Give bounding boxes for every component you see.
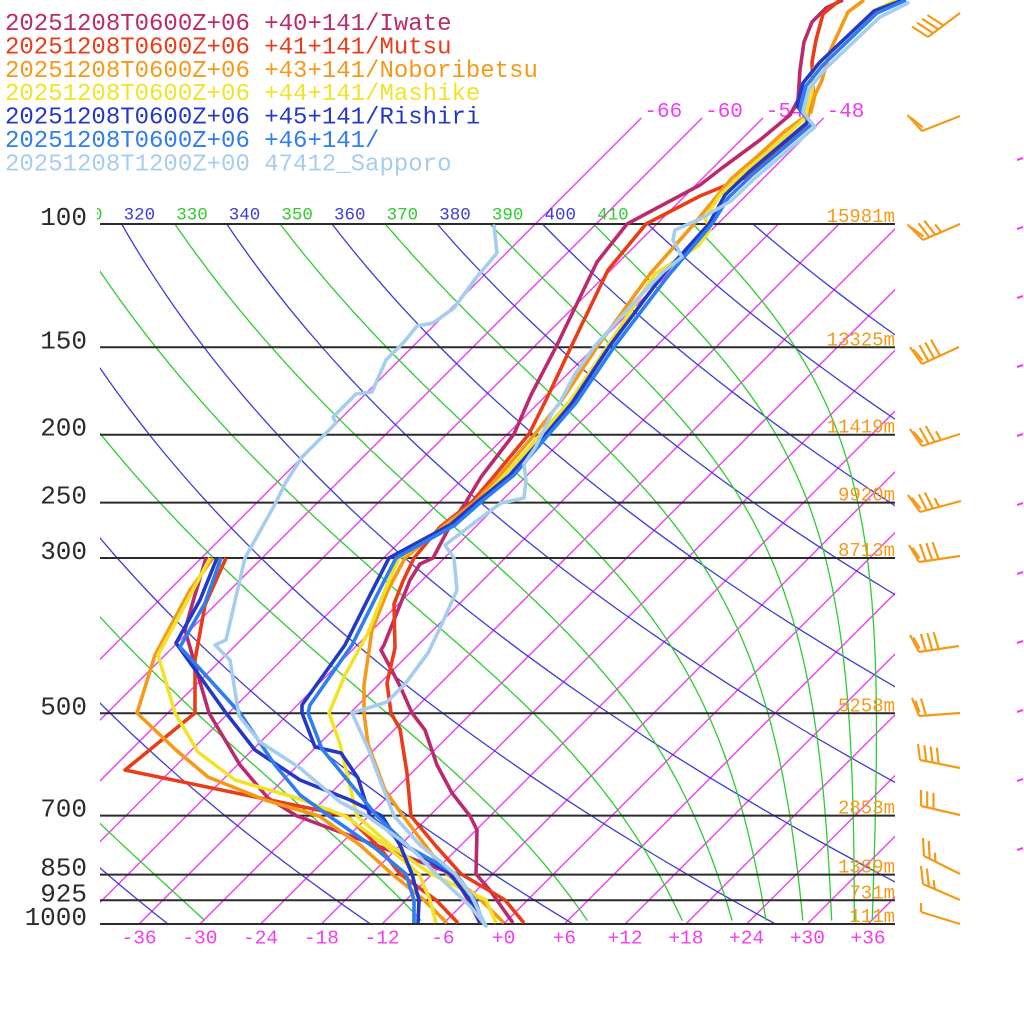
svg-text:-60: -60 [705,101,743,124]
svg-text:20251208T0600Z+06 +40+141/Iwat: 20251208T0600Z+06 +40+141/Iwate [5,11,451,38]
svg-text:20251208T1200Z+00 47412_Sappor: 20251208T1200Z+00 47412_Sapporo [5,151,451,178]
svg-text:925: 925 [40,879,87,909]
svg-text:1389m: 1389m [838,857,895,879]
svg-text:340: 340 [229,206,261,226]
svg-text:20251208T0600Z+06 +43+141/Nobo: 20251208T0600Z+06 +43+141/Noboribetsu [5,58,538,85]
svg-text:+30: +30 [790,928,825,950]
svg-text:400: 400 [545,206,577,226]
svg-text:200: 200 [40,414,87,444]
svg-text:111m: 111m [849,906,895,928]
svg-text:380: 380 [439,206,471,226]
svg-text:-48: -48 [827,101,865,124]
svg-text:+6: +6 [553,928,576,950]
svg-text:9920m: 9920m [838,485,895,507]
svg-text:100: 100 [40,203,87,233]
svg-text:-36: -36 [122,928,157,950]
svg-text:310: 310 [71,206,103,226]
svg-text:13325m: 13325m [827,329,895,351]
svg-text:8713m: 8713m [838,540,895,562]
svg-text:20251208T0600Z+06 +45+141/Rish: 20251208T0600Z+06 +45+141/Rishiri [5,105,480,132]
svg-text:-30: -30 [182,928,217,950]
svg-text:-6: -6 [431,928,454,950]
svg-text:+24: +24 [729,928,764,950]
svg-text:20251208T0600Z+06 +41+141/Muts: 20251208T0600Z+06 +41+141/Mutsu [5,34,451,61]
svg-text:370: 370 [387,206,419,226]
svg-text:320: 320 [124,206,156,226]
svg-text:350: 350 [281,206,313,226]
svg-text:-66: -66 [644,101,682,124]
svg-text:850: 850 [40,854,87,884]
svg-text:390: 390 [492,206,524,226]
svg-text:300: 300 [40,537,87,567]
svg-text:-18: -18 [304,928,339,950]
svg-text:20251208T0600Z+06 +46+141/: 20251208T0600Z+06 +46+141/ [5,128,379,155]
svg-text:+36: +36 [851,928,886,950]
svg-text:-12: -12 [365,928,400,950]
svg-text:5258m: 5258m [838,695,895,717]
svg-text:11419m: 11419m [827,417,895,439]
svg-text:500: 500 [40,692,87,722]
svg-text:1000: 1000 [25,903,87,933]
svg-text:15981m: 15981m [827,206,895,228]
svg-text:360: 360 [334,206,366,226]
svg-text:410: 410 [597,206,629,226]
svg-text:731m: 731m [849,882,895,904]
svg-text:700: 700 [40,795,87,825]
svg-text:+12: +12 [608,928,643,950]
svg-text:+18: +18 [668,928,703,950]
svg-text:150: 150 [40,326,87,356]
svg-text:330: 330 [176,206,208,226]
svg-text:2853m: 2853m [838,798,895,820]
svg-text:-24: -24 [243,928,278,950]
svg-text:250: 250 [40,482,87,512]
svg-text:+0: +0 [492,928,515,950]
svg-text:20251208T0600Z+06 +44+141/Mash: 20251208T0600Z+06 +44+141/Mashike [5,81,480,108]
